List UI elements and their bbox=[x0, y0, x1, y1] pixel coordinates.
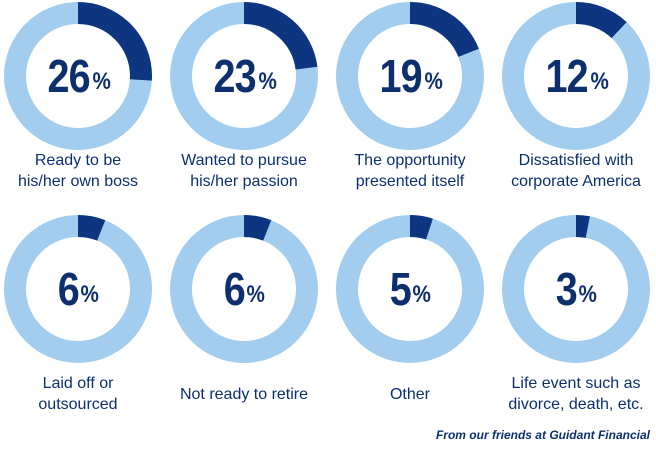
donut-value-arc bbox=[502, 2, 650, 150]
donut-remainder-arc bbox=[170, 215, 318, 363]
donut-label-line: corporate America bbox=[511, 173, 641, 190]
donut-label-line: Laid off or bbox=[42, 375, 114, 392]
source-credit: From our friends at Guidant Financial bbox=[435, 428, 650, 442]
donut-label-line: divorce, death, etc. bbox=[508, 396, 644, 413]
donut-ring bbox=[336, 2, 484, 150]
donut-value-arc bbox=[170, 2, 318, 150]
donut-item: 5% Other bbox=[332, 215, 496, 430]
donut-item: 19% The opportunity presented itself bbox=[332, 2, 496, 217]
donut-label: The opportunity presented itself bbox=[328, 150, 492, 192]
donut-ring bbox=[4, 2, 152, 150]
donut-label: Laid off or outsourced bbox=[0, 373, 160, 415]
donut-item: 12% Dissatisfied with corporate America bbox=[498, 2, 656, 217]
donut-item: 6% Not ready to retire bbox=[166, 215, 330, 430]
donut-ring bbox=[502, 215, 650, 363]
donut-item: 6% Laid off or outsourced bbox=[0, 215, 164, 430]
donut-label-line: Dissatisfied with bbox=[518, 152, 634, 169]
donut-label-line: his/her passion bbox=[190, 173, 298, 190]
donut-ring bbox=[4, 215, 152, 363]
donut-ring bbox=[170, 2, 318, 150]
donut-label-line: his/her own boss bbox=[17, 173, 139, 190]
donut-label-line: Wanted to pursue bbox=[181, 152, 307, 169]
donut-value-arc bbox=[170, 215, 318, 363]
donut-label: Life event such as divorce, death, etc. bbox=[494, 373, 656, 415]
donut-item: 26% Ready to be his/her own boss bbox=[0, 2, 164, 217]
donut-label: Ready to be his/her own boss bbox=[0, 150, 160, 192]
donut-value-arc bbox=[4, 2, 152, 150]
donut-item: 3% Life event such as divorce, death, etc. bbox=[498, 215, 656, 430]
donut-remainder-arc bbox=[4, 215, 152, 363]
donut-label-line: Life event such as bbox=[511, 375, 641, 392]
donut-ring bbox=[336, 215, 484, 363]
donut-label-line: presented itself bbox=[355, 173, 465, 190]
donut-value-arc bbox=[502, 215, 650, 363]
donut-label: Other bbox=[328, 384, 492, 405]
donut-label: Not ready to retire bbox=[162, 384, 326, 405]
donut-remainder-arc bbox=[502, 2, 650, 150]
donut-value-arc bbox=[4, 215, 152, 363]
donut-label: Dissatisfied with corporate America bbox=[494, 150, 656, 192]
donut-value-arc bbox=[336, 215, 484, 363]
donut-label-line: outsourced bbox=[38, 396, 118, 413]
donut-value-arc bbox=[336, 2, 484, 150]
donut-ring bbox=[502, 2, 650, 150]
donut-remainder-arc bbox=[336, 215, 484, 363]
donut-label-line: The opportunity bbox=[354, 152, 466, 169]
donut-label: Wanted to pursue his/her passion bbox=[162, 150, 326, 192]
donut-label-line: Ready to be bbox=[34, 152, 122, 169]
donut-ring bbox=[170, 215, 318, 363]
donut-label-line: Other bbox=[389, 386, 430, 403]
donut-label-line: Not ready to retire bbox=[179, 386, 309, 403]
donut-item: 23% Wanted to pursue his/her passion bbox=[166, 2, 330, 217]
donut-remainder-arc bbox=[502, 215, 650, 363]
